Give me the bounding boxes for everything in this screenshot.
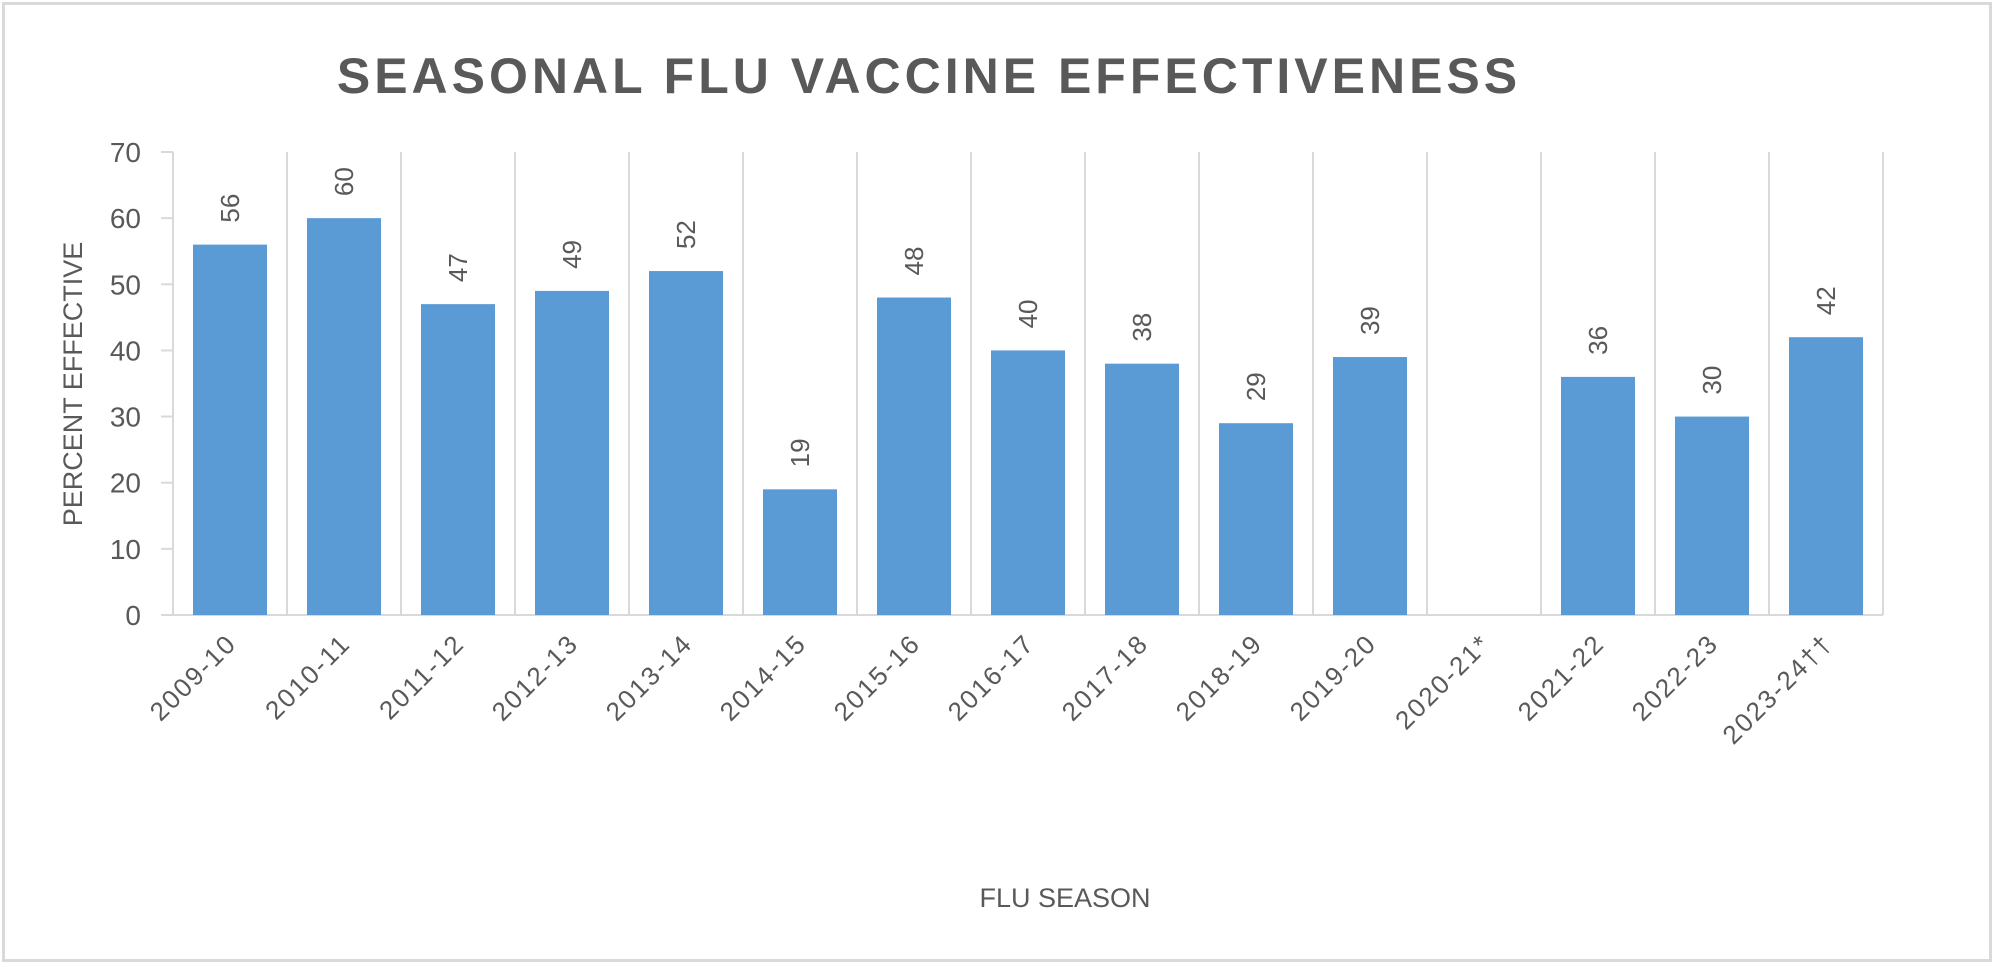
bar (763, 489, 837, 615)
x-axis-label: FLU SEASON (979, 883, 1150, 913)
bar (649, 271, 723, 615)
y-tick-label: 50 (110, 269, 141, 300)
x-tick-label: 2021-22 (1512, 628, 1611, 727)
bar (307, 218, 381, 615)
x-tick-label: 2017-18 (1056, 628, 1155, 727)
y-tick-label: 10 (110, 534, 141, 565)
y-tick-label: 60 (110, 203, 141, 234)
x-tick-label: 2016-17 (942, 628, 1041, 727)
bar (1219, 423, 1293, 615)
data-label: 29 (1241, 372, 1271, 401)
data-label: 19 (785, 438, 815, 467)
data-label: 36 (1583, 326, 1613, 355)
x-tick-label: 2013-14 (600, 628, 699, 727)
x-tick-label: 2009-10 (144, 628, 243, 727)
x-tick-label: 2023-24†† (1716, 628, 1838, 750)
bar (1789, 337, 1863, 615)
data-label: 52 (671, 220, 701, 249)
x-tick-label: 2011-12 (373, 628, 470, 725)
bar (991, 350, 1065, 615)
bar (1333, 357, 1407, 615)
data-label: 30 (1697, 366, 1727, 395)
bar (535, 290, 609, 615)
x-tick-label: 2020-21* (1389, 628, 1496, 735)
y-axis-label: PERCENT EFFECTIVE (58, 242, 88, 527)
bar (1561, 376, 1635, 615)
data-label: 40 (1013, 300, 1043, 329)
data-label: 48 (899, 247, 929, 276)
x-tick-label: 2014-15 (714, 628, 813, 727)
x-tick-label: 2019-20 (1284, 628, 1383, 727)
data-label: 38 (1127, 313, 1157, 342)
data-label: 49 (557, 240, 587, 269)
data-label: 42 (1811, 286, 1841, 315)
x-tick-label: 2018-19 (1170, 628, 1269, 727)
y-tick-label: 0 (125, 600, 141, 631)
bar (193, 244, 267, 615)
chart-title: SEASONAL FLU VACCINE EFFECTIVENESS (337, 48, 1521, 104)
data-label: 39 (1355, 306, 1385, 335)
bar (1675, 416, 1749, 615)
data-label: 47 (443, 253, 473, 282)
x-tick-label: 2022-23 (1626, 628, 1725, 727)
y-tick-label: 30 (110, 402, 141, 433)
x-tick-label: 2010-11 (259, 628, 356, 725)
bar (877, 297, 951, 615)
bar (421, 304, 495, 615)
data-label: 56 (215, 194, 245, 223)
data-label: 60 (329, 167, 359, 196)
x-tick-label: 2015-16 (828, 628, 927, 727)
y-tick-label: 70 (110, 137, 141, 168)
bar (1105, 363, 1179, 615)
y-tick-label: 20 (110, 468, 141, 499)
x-tick-label: 2012-13 (486, 628, 585, 727)
y-tick-label: 40 (110, 335, 141, 366)
